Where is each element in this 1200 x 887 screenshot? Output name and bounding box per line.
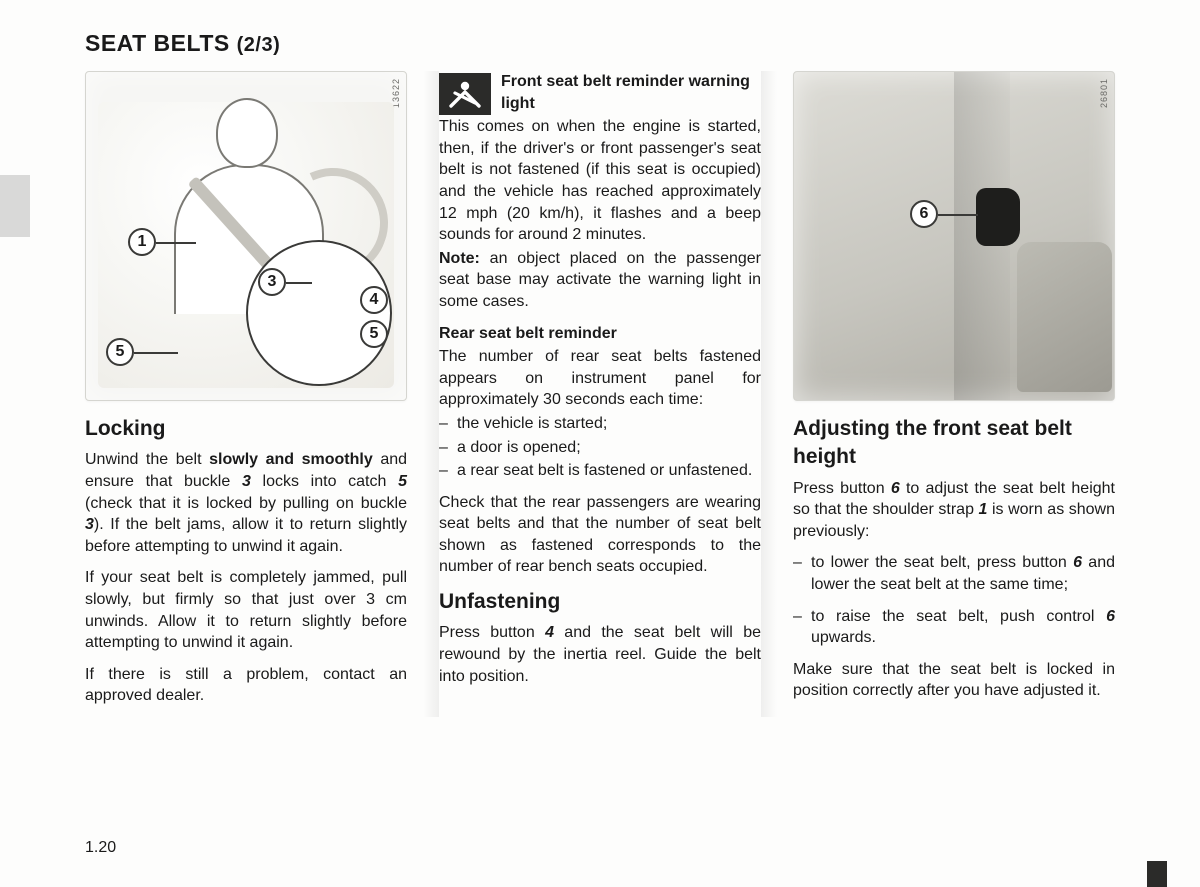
- heading-adjusting: Adjusting the front seat belt height: [793, 415, 1115, 472]
- page-title: SEAT BELTS (2/3): [85, 30, 1115, 57]
- locking-p1: Unwind the belt slowly and smoothly and …: [85, 449, 407, 557]
- seat-belt-warning-icon: [439, 73, 491, 115]
- adjust-p2: Make sure that the seat belt is locked i…: [793, 659, 1115, 702]
- column-middle: Front seat belt reminder warning light T…: [439, 71, 761, 717]
- section-tab: [0, 175, 30, 237]
- figure-locking: 13622 1 5 3 4 5: [85, 71, 407, 401]
- belt-adjuster-shape: [976, 188, 1020, 246]
- title-part: (2/3): [237, 34, 281, 56]
- person-head-shape: [216, 98, 278, 168]
- callout-1: 1: [128, 228, 156, 256]
- callout-3: 3: [258, 268, 286, 296]
- leader-6: [938, 214, 978, 216]
- leader-3: [286, 282, 312, 284]
- column-left: 13622 1 5 3 4 5 Locking Unwind the belt …: [85, 71, 407, 717]
- heading-locking: Locking: [85, 415, 407, 443]
- front-reminder-note: Note: an object placed on the passenger …: [439, 248, 761, 313]
- rear-reminder-check: Check that the rear passengers are weari…: [439, 492, 761, 578]
- locking-p3: If there is still a problem, contact an …: [85, 664, 407, 707]
- adjust-li-lower: to lower the seat belt, press button 6 a…: [793, 552, 1115, 595]
- rear-reminder-intro: The number of rear seat belts fastened a…: [439, 346, 761, 411]
- adjust-li-raise: to raise the seat belt, push control 6 u…: [793, 606, 1115, 649]
- callout-4: 4: [360, 286, 388, 314]
- heading-unfastening: Unfastening: [439, 588, 761, 616]
- headrest-shape: [1017, 242, 1112, 392]
- callout-5-outer: 5: [106, 338, 134, 366]
- callout-6: 6: [910, 200, 938, 228]
- unfastening-text: Press button 4 and the seat belt will be…: [439, 622, 761, 687]
- leader-1: [156, 242, 196, 244]
- page-number: 1.20: [85, 839, 116, 857]
- rear-li-3: a rear seat belt is fastened or unfasten…: [439, 460, 761, 482]
- adjust-p1: Press button 6 to adjust the seat belt h…: [793, 478, 1115, 543]
- adjust-list: to lower the seat belt, press button 6 a…: [793, 552, 1115, 648]
- locking-p2: If your seat belt is completely jammed, …: [85, 567, 407, 653]
- callout-5-inner: 5: [360, 320, 388, 348]
- heading-rear-reminder: Rear seat belt reminder: [439, 323, 761, 345]
- column-right: 26801 6 Adjusting the front seat belt he…: [793, 71, 1115, 717]
- rear-reminder-list: the vehicle is started; a door is opened…: [439, 413, 761, 482]
- rear-li-1: the vehicle is started;: [439, 413, 761, 435]
- page-bleed-tab: [1147, 861, 1167, 887]
- front-reminder-text: This comes on when the engine is started…: [439, 116, 761, 246]
- figure-id-right: 26801: [1098, 78, 1110, 108]
- front-reminder-block: Front seat belt reminder warning light: [439, 71, 761, 114]
- title-main: SEAT BELTS: [85, 30, 230, 56]
- figure-height-adjust: 26801 6: [793, 71, 1115, 401]
- rear-li-2: a door is opened;: [439, 437, 761, 459]
- leader-5: [134, 352, 178, 354]
- columns: 13622 1 5 3 4 5 Locking Unwind the belt …: [85, 71, 1115, 717]
